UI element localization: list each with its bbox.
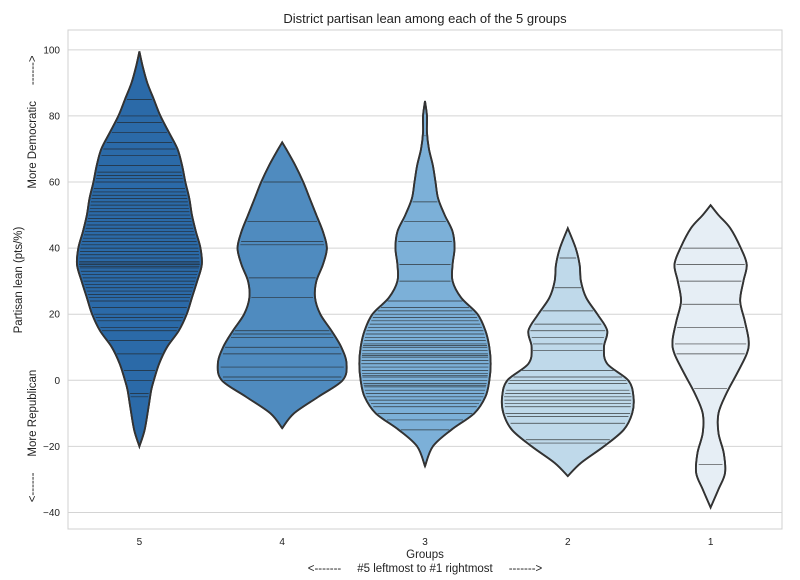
violin-outline — [500, 225, 635, 478]
y-tick-label: 40 — [49, 244, 61, 255]
y-axis-label: Partisan lean (pts/%) — [13, 226, 25, 333]
chart-title: District partisan lean among each of the… — [283, 11, 567, 26]
y-axis-ticks: −40 −20 0 20 40 60 80 100 — [43, 45, 60, 519]
y-tick-label: 0 — [54, 376, 60, 387]
x-tick-label: 5 — [137, 537, 143, 548]
violin-group-3 — [358, 100, 492, 469]
y-tick-label: 100 — [43, 45, 60, 56]
violin-group-2 — [500, 225, 635, 478]
y-tick-label: −40 — [43, 508, 60, 519]
violin-group-5 — [75, 51, 203, 450]
y-axis-top-label: More Democratic ------> — [27, 55, 39, 189]
y-axis-bottom-label: <------ More Republican — [27, 370, 39, 503]
x-tick-label: 2 — [565, 537, 571, 548]
violin-group-1 — [671, 203, 750, 510]
y-tick-label: 60 — [49, 178, 61, 189]
violins — [75, 51, 750, 510]
y-tick-label: 80 — [49, 111, 61, 122]
y-tick-label: −20 — [43, 442, 60, 453]
x-tick-label: 3 — [422, 537, 428, 548]
violin-outline — [671, 203, 750, 510]
y-tick-label: 20 — [49, 310, 61, 321]
violin-outline — [75, 51, 203, 450]
violin-outline — [358, 100, 492, 469]
x-axis-sublabel: <------- #5 leftmost to #1 rightmost ---… — [308, 563, 543, 575]
violin-group-4 — [216, 140, 348, 430]
violin-outline — [216, 140, 348, 430]
x-tick-label: 1 — [708, 537, 714, 548]
x-tick-label: 4 — [279, 537, 285, 548]
x-axis-ticks: 5 4 3 2 1 — [137, 537, 714, 548]
x-axis-label: Groups — [406, 549, 444, 561]
